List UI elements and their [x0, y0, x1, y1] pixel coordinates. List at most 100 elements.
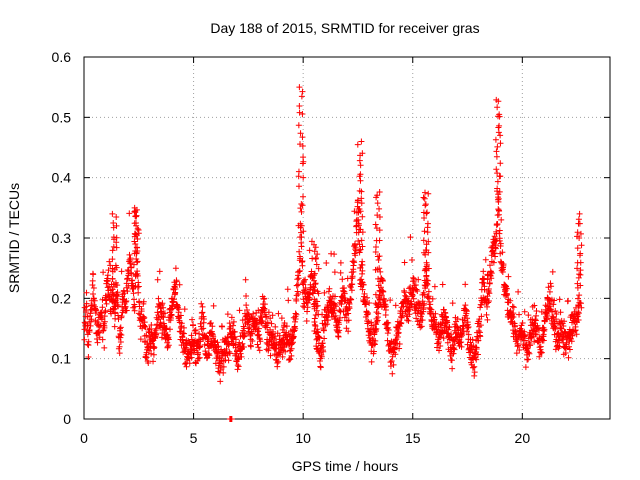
- data-point: [492, 245, 499, 252]
- data-point: [320, 326, 327, 333]
- data-point: [378, 292, 385, 299]
- data-point: [143, 332, 150, 339]
- data-point: [113, 234, 120, 241]
- data-point: [172, 265, 179, 272]
- data-point: [355, 237, 362, 244]
- data-point: [454, 316, 461, 323]
- data-point: [373, 309, 380, 316]
- data-point: [553, 316, 560, 323]
- data-point: [425, 190, 432, 197]
- data-point: [448, 331, 455, 338]
- data-point: [292, 318, 299, 325]
- data-point: [534, 322, 541, 329]
- data-point: [372, 337, 379, 344]
- data-point: [565, 354, 572, 361]
- data-point: [181, 306, 188, 313]
- data-point: [134, 225, 141, 232]
- data-point: [450, 345, 457, 352]
- data-point: [442, 309, 449, 316]
- data-point: [385, 319, 392, 326]
- data-point: [349, 281, 356, 288]
- data-point: [398, 314, 405, 321]
- data-point: [376, 265, 383, 272]
- data-point: [385, 326, 392, 333]
- data-point: [232, 336, 239, 343]
- data-point: [195, 349, 202, 356]
- data-point: [421, 215, 428, 222]
- data-point: [109, 210, 116, 217]
- data-point: [492, 136, 499, 143]
- data-point: [315, 265, 322, 272]
- data-point: [187, 351, 194, 358]
- data-point: [437, 334, 444, 341]
- data-point: [214, 339, 221, 346]
- data-point: [215, 343, 222, 350]
- data-point: [112, 315, 119, 322]
- data-point: [405, 317, 412, 324]
- data-point: [243, 302, 250, 309]
- data-point: [432, 310, 439, 317]
- y-tick-label: 0.1: [52, 351, 72, 367]
- data-point: [90, 295, 97, 302]
- data-point: [419, 317, 426, 324]
- data-point: [497, 160, 504, 167]
- data-point: [246, 324, 253, 331]
- data-point: [278, 315, 285, 322]
- data-point: [282, 348, 289, 355]
- data-point: [146, 325, 153, 332]
- data-point: [126, 210, 133, 217]
- data-point: [465, 323, 472, 330]
- data-point: [281, 320, 288, 327]
- data-point: [415, 301, 422, 308]
- data-point: [521, 333, 528, 340]
- data-point: [324, 321, 331, 328]
- data-point: [133, 212, 140, 219]
- data-point: [117, 339, 124, 346]
- data-point: [243, 293, 250, 299]
- data-point: [275, 358, 282, 365]
- data-point: [486, 297, 493, 304]
- data-point: [410, 275, 417, 282]
- data-point: [370, 348, 377, 355]
- data-point: [197, 338, 204, 345]
- data-point: [275, 310, 282, 317]
- data-point: [471, 363, 478, 370]
- data-point: [440, 306, 447, 313]
- data-point: [350, 268, 357, 275]
- data-point: [505, 273, 512, 280]
- data-point: [259, 318, 266, 325]
- data-point: [348, 287, 355, 294]
- data-point: [200, 315, 207, 322]
- data-point: [98, 316, 105, 323]
- data-point: [392, 302, 399, 309]
- data-point: [220, 369, 227, 376]
- data-point: [113, 244, 120, 251]
- data-point: [186, 360, 193, 367]
- data-point: [511, 322, 518, 329]
- data-point: [478, 313, 485, 320]
- data-point: [148, 350, 155, 357]
- data-point: [298, 201, 305, 208]
- data-point: [96, 323, 103, 330]
- data-point: [418, 323, 425, 330]
- data-point: [387, 363, 394, 370]
- data-point: [298, 243, 305, 250]
- data-point: [357, 171, 364, 178]
- data-point: [548, 283, 555, 290]
- data-point: [155, 312, 162, 319]
- data-point: [423, 247, 430, 254]
- data-point: [161, 310, 168, 317]
- data-point: [135, 289, 142, 296]
- data-point: [424, 277, 431, 284]
- data-point: [155, 314, 162, 321]
- data-point: [463, 308, 470, 315]
- data-point: [260, 296, 267, 303]
- data-point: [264, 319, 271, 326]
- data-point: [543, 316, 550, 323]
- data-point: [285, 297, 292, 304]
- data-point: [231, 328, 238, 335]
- data-point: [175, 306, 182, 313]
- data-point: [496, 235, 503, 242]
- data-point: [168, 302, 175, 309]
- data-point: [196, 354, 203, 361]
